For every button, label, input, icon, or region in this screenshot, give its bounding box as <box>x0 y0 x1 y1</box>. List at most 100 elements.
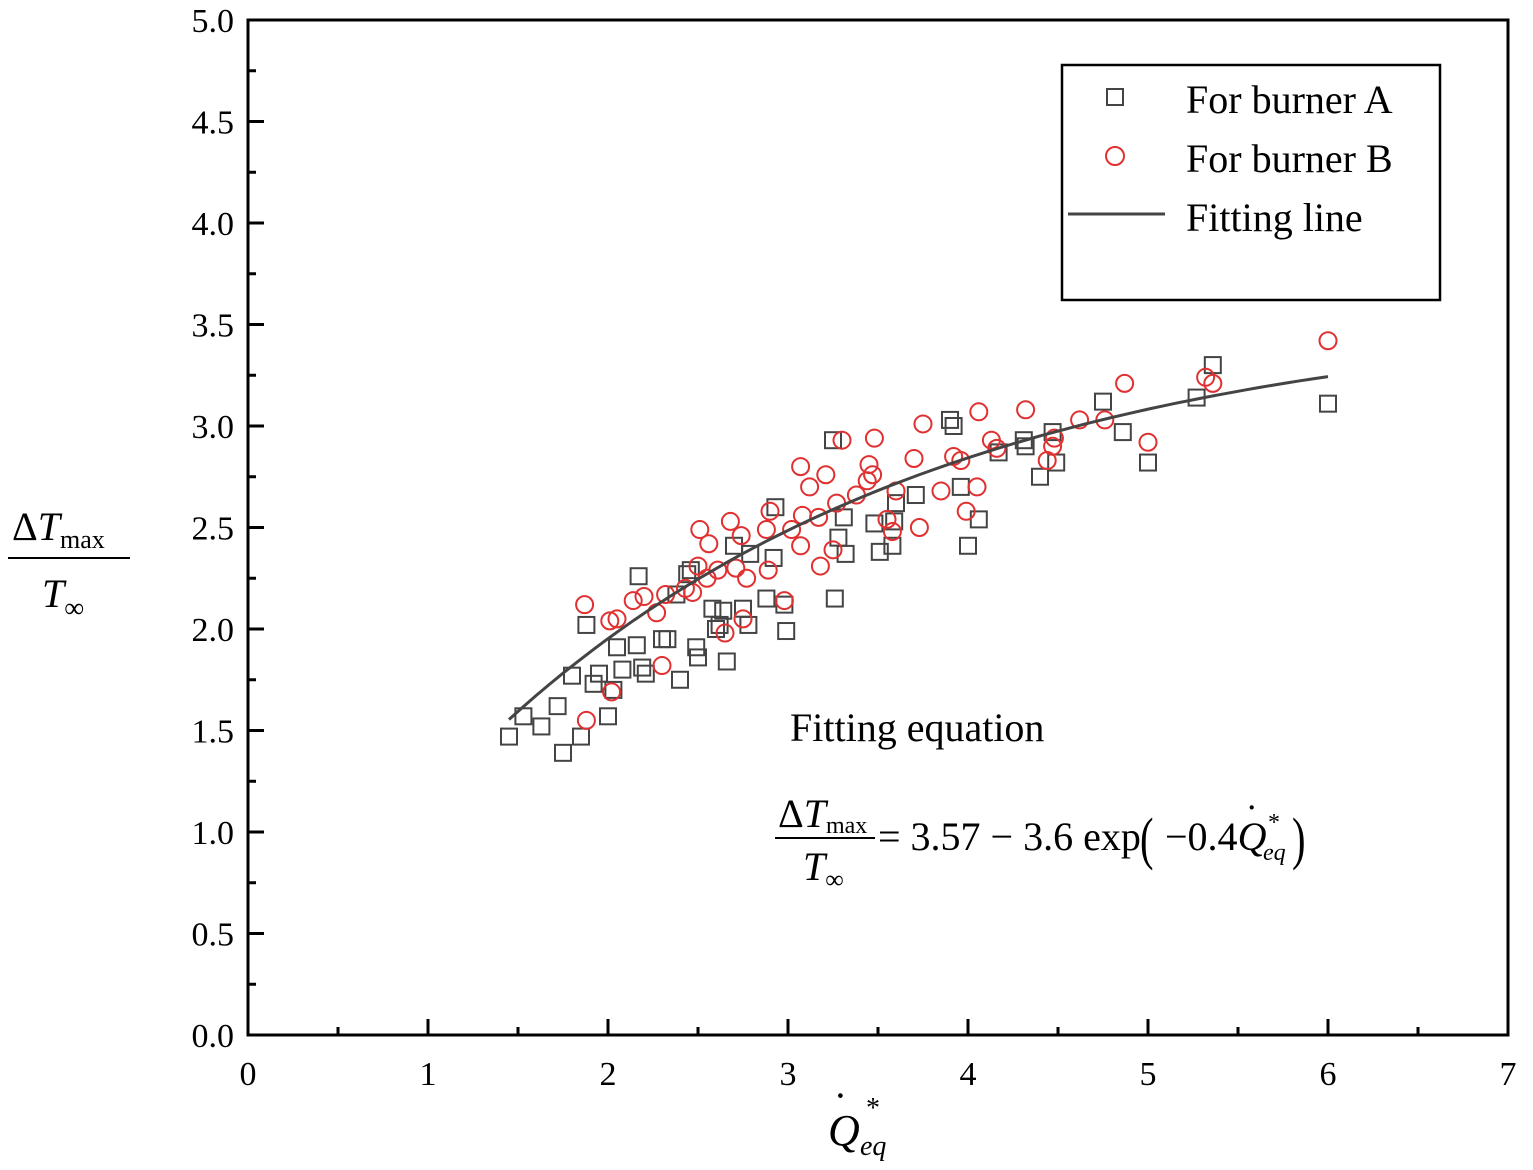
point-burner-b <box>733 609 753 629</box>
x-tick-label: 1 <box>420 1056 437 1093</box>
point-burner-b <box>863 465 883 485</box>
point-burner-b <box>931 481 951 501</box>
point-burner-a <box>653 630 671 649</box>
point-burner-b <box>760 501 780 521</box>
point-burner-a <box>500 727 518 746</box>
point-burner-a <box>714 601 733 620</box>
point-burner-a <box>572 727 590 746</box>
point-burner-b <box>652 656 672 676</box>
point-burner-b <box>791 536 811 556</box>
point-burner-a <box>1016 437 1035 456</box>
legend-box <box>1060 63 1442 302</box>
point-burner-a <box>834 508 853 527</box>
point-burner-b <box>758 560 778 580</box>
x-tick-label: 6 <box>1320 1056 1337 1093</box>
point-burner-a <box>1203 356 1222 375</box>
axes: 0 1 2 3 4 5 6 7 0.0 0.5 1.0 1.5 2.0 2.5 3.0 3.5 4.0 4.5 5.… <box>192 3 1517 1093</box>
point-burner-a <box>658 630 677 649</box>
y-axis-label-denominator: T∞ <box>42 571 84 624</box>
y-axis-label: ΔTmax T∞ <box>8 504 130 624</box>
equation-lhs-denominator: T∞ <box>803 844 844 894</box>
point-burner-a <box>613 660 632 679</box>
point-burner-a <box>532 717 551 736</box>
y-tick-label: 3.5 <box>192 308 235 345</box>
point-burner-b <box>690 520 710 540</box>
point-burner-a <box>944 417 963 435</box>
point-burner-b <box>576 710 596 730</box>
point-burner-b <box>1138 432 1158 452</box>
point-burner-a <box>764 548 783 567</box>
x-axis-label-sub: eq <box>860 1131 886 1162</box>
y-axis-label-numerator: ΔTmax <box>12 504 105 554</box>
equation-rhs: = 3.57 − 3.6 exp <box>878 814 1141 859</box>
y-tick-label: 0.0 <box>192 1018 235 1055</box>
legend-marker-burner-a <box>1106 88 1124 106</box>
point-burner-b <box>774 591 794 611</box>
legend-label-burner-b: For burner B <box>1186 136 1393 181</box>
point-burner-b <box>1318 331 1338 351</box>
point-burner-b <box>699 534 719 554</box>
point-burner-b <box>909 518 929 537</box>
y-tick-label: 1.5 <box>192 714 235 751</box>
point-burner-a <box>636 664 655 683</box>
point-burner-a <box>739 615 758 634</box>
point-burner-b <box>782 520 802 540</box>
point-burner-a <box>836 544 855 563</box>
x-tick-label: 7 <box>1500 1056 1517 1093</box>
x-tick-label: 3 <box>780 1056 797 1093</box>
x-tick-label: 5 <box>1140 1056 1157 1093</box>
point-burner-b <box>951 451 971 471</box>
x-tick-label: 0 <box>240 1056 257 1093</box>
legend-marker-burner-b <box>1105 146 1125 166</box>
point-burner-b <box>1203 373 1223 393</box>
point-burner-b <box>1070 410 1090 430</box>
point-burner-a <box>941 410 959 429</box>
point-burner-b <box>623 591 643 611</box>
point-burner-a <box>906 486 925 505</box>
point-burner-a <box>687 638 706 657</box>
point-burner-a <box>548 697 567 716</box>
point-burner-a <box>627 636 646 655</box>
y-tick-label: 0.5 <box>192 917 235 954</box>
point-burner-b <box>967 477 987 497</box>
point-burner-a <box>671 670 689 689</box>
legend-label-fitting-line: Fitting line <box>1186 195 1363 240</box>
point-burner-b <box>969 402 989 422</box>
data-layer <box>500 331 1338 762</box>
point-burner-b <box>987 438 1007 458</box>
point-burner-b <box>809 507 829 527</box>
point-burner-b <box>726 558 746 578</box>
legend: For burner A For burner B Fitting line <box>1060 63 1442 302</box>
point-burner-a <box>1014 431 1033 450</box>
point-burner-b <box>600 611 620 631</box>
point-burner-a <box>865 514 884 533</box>
point-burner-a <box>959 536 977 555</box>
point-burner-b <box>1115 373 1135 393</box>
point-burner-a <box>629 567 648 586</box>
point-burner-a <box>1319 394 1337 413</box>
point-burner-b <box>756 520 776 540</box>
y-tick-label: 1.0 <box>192 815 235 852</box>
point-burner-a <box>707 620 725 638</box>
point-burner-a <box>1113 423 1132 442</box>
point-burner-b <box>810 556 830 576</box>
point-burner-a <box>775 595 794 614</box>
point-burner-a <box>969 510 988 529</box>
equation-q-sup: * <box>1268 810 1280 836</box>
x-axis-label-sup: * <box>866 1093 880 1124</box>
point-burner-b <box>800 477 820 497</box>
point-burner-b <box>715 623 735 643</box>
point-burner-b <box>1016 400 1036 420</box>
equation-right-paren: ) <box>1292 806 1306 871</box>
point-burner-b <box>877 509 897 529</box>
fitting-line <box>507 375 1329 721</box>
point-burner-b <box>882 522 902 542</box>
point-burner-b <box>904 448 924 468</box>
point-burner-a <box>825 589 844 608</box>
point-burner-b <box>864 428 884 448</box>
point-burner-b <box>816 465 836 485</box>
point-burner-a <box>584 674 603 693</box>
y-tick-label: 4.0 <box>192 206 235 243</box>
point-burner-a <box>577 615 596 634</box>
